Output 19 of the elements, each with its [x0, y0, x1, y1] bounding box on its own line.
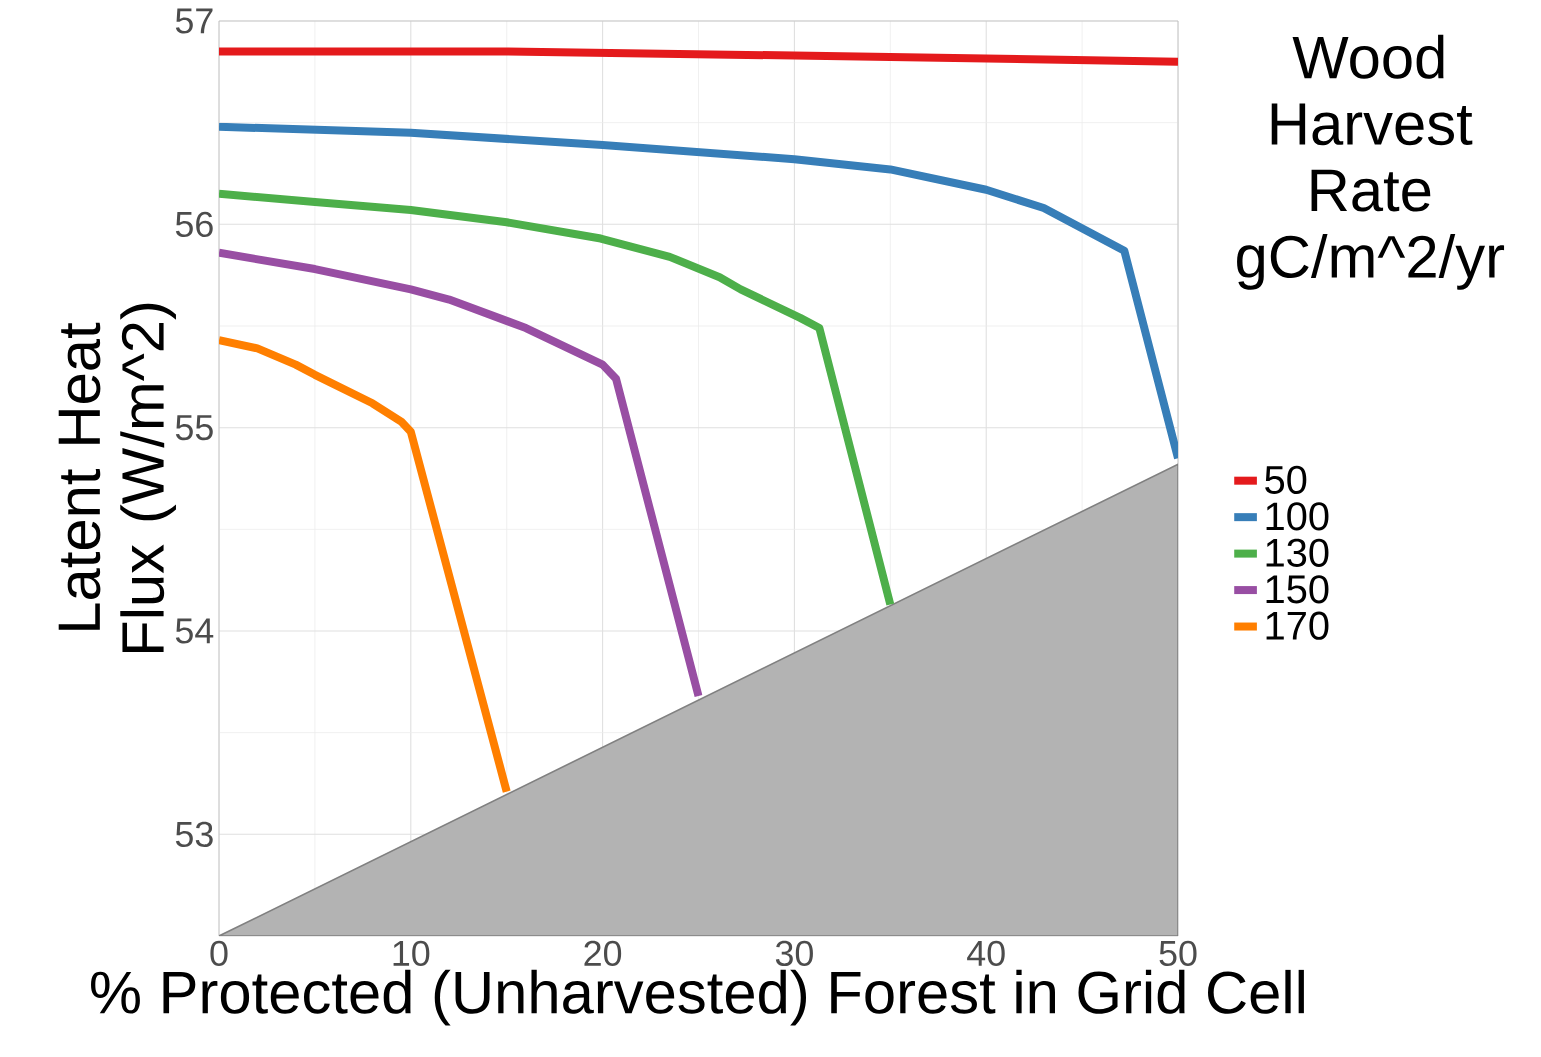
x-tick-label: 30	[775, 940, 813, 967]
y-tick-label: 55	[175, 415, 213, 441]
legend-label: 170	[1266, 611, 1329, 640]
x-tick-label: 40	[967, 940, 1005, 967]
legend-title: Wood Harvest Rate gC/m^2/yr	[1237, 34, 1505, 290]
legend-label: 100	[1266, 502, 1329, 531]
legend-label: 50	[1265, 465, 1307, 494]
x-tick-label: 50	[1159, 940, 1197, 967]
legend-label: 150	[1266, 575, 1329, 604]
y-tick-label: 54	[175, 618, 214, 644]
x-tick-label: 10	[393, 940, 430, 967]
legend-label: 130	[1266, 538, 1329, 567]
y-tick-label: 53	[175, 821, 213, 848]
x-tick-label: 0	[210, 940, 228, 967]
y-axis-title: Latent Heat Flux (W/m^2)	[58, 303, 176, 652]
y-tick-label: 57	[175, 8, 213, 34]
x-tick-label: 20	[584, 940, 622, 967]
x-axis-title: % Protected (Unharvested) Forest in Grid Cell	[91, 969, 1304, 1026]
y-tick-label: 56	[175, 211, 213, 238]
